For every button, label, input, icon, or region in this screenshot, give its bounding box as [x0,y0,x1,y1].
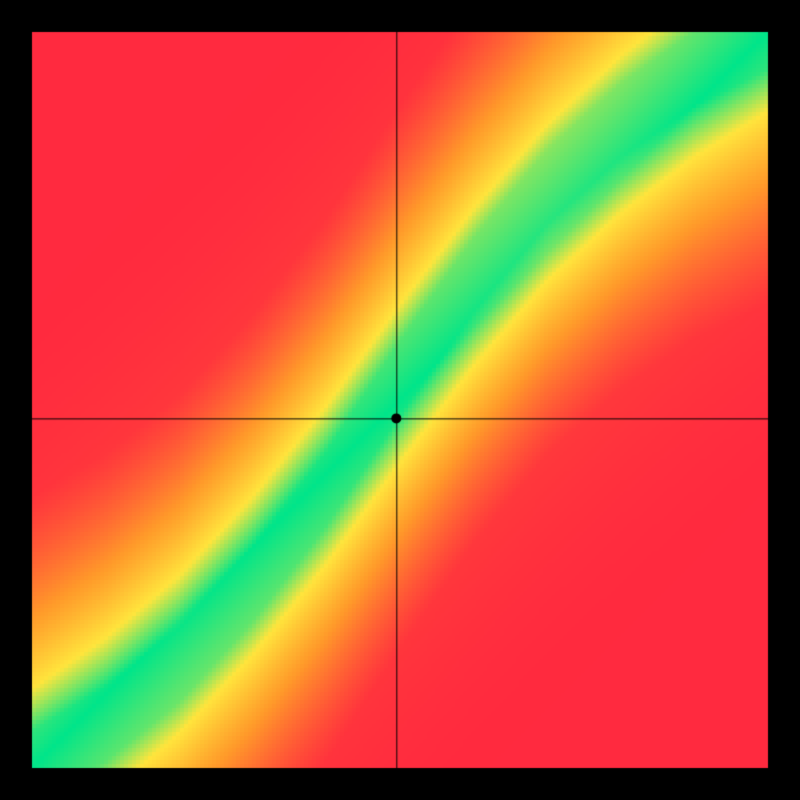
bottleneck-heatmap [0,0,800,800]
watermark-label: TheBottleneck.com [578,6,772,30]
